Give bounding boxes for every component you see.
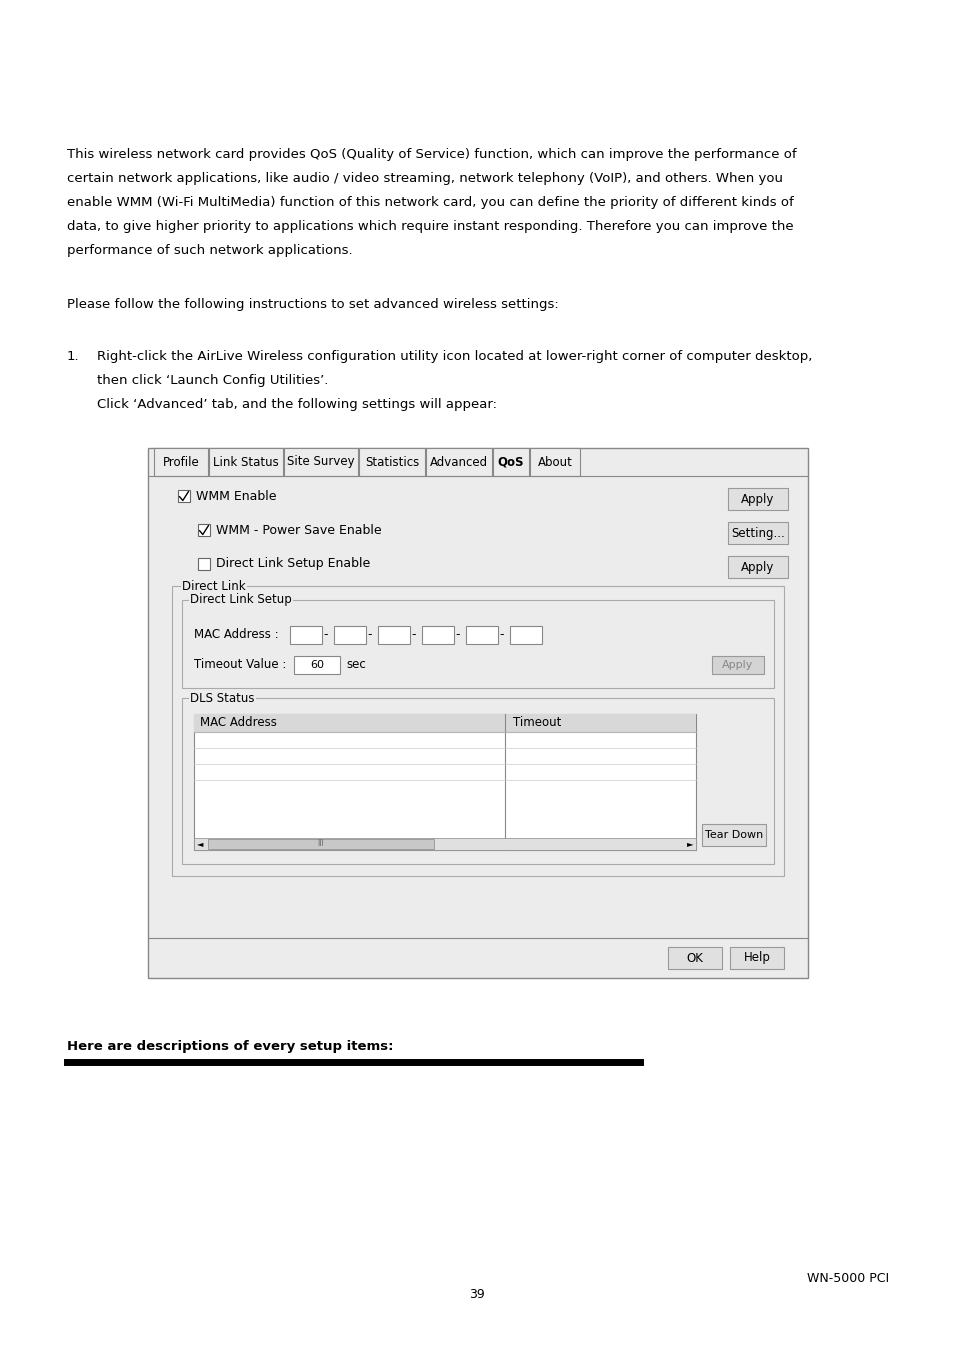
- Text: Apply: Apply: [721, 660, 753, 670]
- Text: DLS Status: DLS Status: [190, 691, 254, 705]
- Text: ◄: ◄: [196, 840, 203, 849]
- Bar: [727, 522, 787, 544]
- Text: Click ‘Advanced’ tab, and the following settings will appear:: Click ‘Advanced’ tab, and the following …: [97, 398, 497, 410]
- Text: -: -: [499, 629, 504, 641]
- Bar: [198, 558, 210, 570]
- Text: Direct Link Setup Enable: Direct Link Setup Enable: [215, 558, 370, 571]
- Bar: [727, 487, 787, 510]
- Text: certain network applications, like audio / video streaming, network telephony (V: certain network applications, like audio…: [67, 171, 782, 185]
- Bar: [727, 556, 787, 578]
- Bar: [182, 698, 773, 864]
- Text: ►: ►: [686, 840, 693, 849]
- Bar: [182, 599, 773, 688]
- Bar: [421, 626, 454, 644]
- Text: Setting...: Setting...: [730, 526, 784, 540]
- Text: Please follow the following instructions to set advanced wireless settings:: Please follow the following instructions…: [67, 298, 558, 311]
- Text: Here are descriptions of every setup items:: Here are descriptions of every setup ite…: [67, 1040, 393, 1053]
- Text: III: III: [317, 840, 324, 849]
- Bar: [148, 448, 807, 977]
- Text: Help: Help: [742, 952, 770, 964]
- Text: 1.: 1.: [67, 350, 79, 363]
- Bar: [510, 626, 541, 644]
- Bar: [153, 448, 208, 477]
- Bar: [193, 838, 696, 850]
- Bar: [172, 586, 783, 876]
- Bar: [193, 714, 696, 850]
- Text: -: -: [367, 629, 372, 641]
- Bar: [711, 656, 763, 674]
- Bar: [290, 626, 322, 644]
- Bar: [284, 448, 357, 477]
- Bar: [358, 448, 424, 477]
- Text: sec: sec: [346, 657, 365, 671]
- Text: Direct Link: Direct Link: [182, 579, 245, 593]
- Bar: [178, 490, 190, 502]
- Text: Advanced: Advanced: [430, 455, 488, 468]
- Text: OK: OK: [686, 952, 702, 964]
- Bar: [667, 946, 721, 969]
- Text: -: -: [412, 629, 416, 641]
- Bar: [208, 838, 434, 849]
- Text: Direct Link Setup: Direct Link Setup: [190, 594, 292, 606]
- Bar: [198, 524, 210, 536]
- Text: data, to give higher priority to applications which require instant responding. : data, to give higher priority to applica…: [67, 220, 793, 234]
- Text: Link Status: Link Status: [213, 455, 278, 468]
- Text: MAC Address: MAC Address: [200, 717, 276, 729]
- Bar: [493, 448, 529, 477]
- Text: Site Survey: Site Survey: [287, 455, 355, 468]
- Text: QoS: QoS: [497, 455, 524, 468]
- Bar: [294, 656, 339, 674]
- Text: WMM - Power Save Enable: WMM - Power Save Enable: [215, 524, 381, 536]
- Text: Apply: Apply: [740, 560, 774, 574]
- Bar: [334, 626, 366, 644]
- Text: WMM Enable: WMM Enable: [195, 490, 276, 502]
- Text: 60: 60: [310, 660, 324, 670]
- Text: This wireless network card provides QoS (Quality of Service) function, which can: This wireless network card provides QoS …: [67, 148, 796, 161]
- Bar: [465, 626, 497, 644]
- Text: Tear Down: Tear Down: [704, 830, 762, 840]
- Text: Right-click the AirLive Wireless configuration utility icon located at lower-rig: Right-click the AirLive Wireless configu…: [97, 350, 812, 363]
- Bar: [530, 448, 579, 477]
- Bar: [426, 448, 492, 477]
- Text: MAC Address :: MAC Address :: [193, 628, 278, 640]
- Bar: [729, 946, 783, 969]
- Text: About: About: [537, 455, 572, 468]
- Text: Profile: Profile: [162, 455, 199, 468]
- Text: Timeout: Timeout: [513, 717, 561, 729]
- Text: 39: 39: [469, 1288, 484, 1301]
- Text: Timeout Value :: Timeout Value :: [193, 657, 286, 671]
- Bar: [209, 448, 283, 477]
- Text: -: -: [456, 629, 459, 641]
- Text: WN-5000 PCI: WN-5000 PCI: [806, 1272, 888, 1284]
- Text: then click ‘Launch Config Utilities’.: then click ‘Launch Config Utilities’.: [97, 374, 328, 387]
- Text: Statistics: Statistics: [364, 455, 418, 468]
- Text: enable WMM (Wi-Fi MultiMedia) function of this network card, you can define the : enable WMM (Wi-Fi MultiMedia) function o…: [67, 196, 793, 209]
- Text: performance of such network applications.: performance of such network applications…: [67, 244, 353, 256]
- Bar: [701, 824, 765, 846]
- Bar: [377, 626, 410, 644]
- Bar: [193, 714, 696, 732]
- Text: -: -: [323, 629, 328, 641]
- Text: Apply: Apply: [740, 493, 774, 505]
